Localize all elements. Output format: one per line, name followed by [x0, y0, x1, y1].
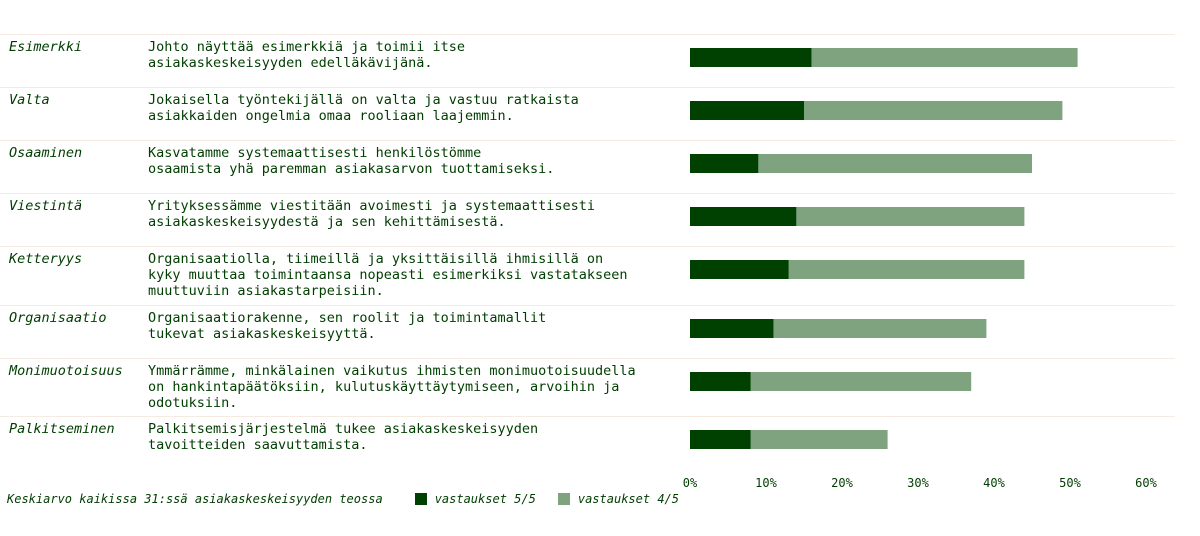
category-description: Johto näyttää esimerkkiä ja toimii itse … [148, 39, 465, 71]
row-divider [0, 87, 1175, 88]
bar-series-1 [690, 260, 789, 279]
bar-series-2 [750, 372, 972, 391]
x-tick-label: 60% [1135, 476, 1157, 490]
category-description: Ymmärrämme, minkälainen vaikutus ihmiste… [148, 363, 636, 411]
bar-series-1 [690, 430, 751, 449]
bar-series-2 [758, 154, 1032, 173]
category-description: Jokaisella työntekijällä on valta ja vas… [148, 92, 579, 124]
x-tick-label: 0% [683, 476, 698, 490]
category-label: Viestintä [9, 198, 83, 214]
row-divider [0, 34, 1175, 35]
row-divider [0, 246, 1175, 247]
bar-series-2 [750, 430, 888, 449]
row-divider [0, 416, 1175, 417]
bar-series-1 [690, 154, 759, 173]
bar-series-1 [690, 101, 804, 120]
legend-label-series-2: vastaukset 4/5 [577, 492, 679, 506]
bar-series-2 [788, 260, 1025, 279]
category-description: Kasvatamme systemaattisesti henkilöstömm… [148, 145, 555, 177]
legend-swatch-series-1 [414, 493, 427, 505]
bar-series-1 [690, 48, 812, 67]
legend-item-series-1: vastaukset 5/5 [414, 492, 536, 506]
bar-series-2 [773, 319, 987, 338]
row-divider [0, 305, 1175, 306]
category-label: Palkitseminen [9, 421, 115, 437]
category-description: Organisaatiorakenne, sen roolit ja toimi… [148, 310, 547, 342]
x-tick-label: 30% [907, 476, 929, 490]
bar-series-1 [690, 319, 774, 338]
legend-note: Keskiarvo kaikissa 31:ssä asiakaskeskeis… [7, 492, 383, 506]
category-description: Palkitsemisjärjestelmä tukee asiakaskesk… [148, 421, 539, 453]
legend-swatch-series-2 [557, 493, 570, 505]
legend-item-series-2: vastaukset 4/5 [557, 492, 679, 506]
category-label: Esimerkki [9, 39, 83, 55]
bar-series-2 [804, 101, 1063, 120]
category-label: Valta [9, 92, 50, 108]
row-divider [0, 193, 1175, 194]
bar-series-1 [690, 372, 751, 391]
x-tick-label: 20% [831, 476, 853, 490]
x-tick-label: 10% [755, 476, 777, 490]
category-description: Yrityksessämme viestitään avoimesti ja s… [148, 198, 596, 230]
x-tick-label: 40% [983, 476, 1005, 490]
legend-label-series-1: vastaukset 5/5 [434, 492, 536, 506]
category-label: Organisaatio [9, 310, 107, 326]
category-label: Monimuotoisuus [9, 363, 123, 379]
row-divider [0, 140, 1175, 141]
category-label: Osaaminen [9, 145, 83, 161]
bar-series-1 [690, 207, 797, 226]
bar-series-2 [796, 207, 1025, 226]
bar-series-2 [811, 48, 1078, 67]
x-tick-label: 50% [1059, 476, 1081, 490]
category-label: Ketteryys [9, 251, 83, 267]
legend: Keskiarvo kaikissa 31:ssä asiakaskeskeis… [7, 492, 701, 506]
category-description: Organisaatiolla, tiimeillä ja yksittäisi… [148, 251, 628, 299]
row-divider [0, 358, 1175, 359]
